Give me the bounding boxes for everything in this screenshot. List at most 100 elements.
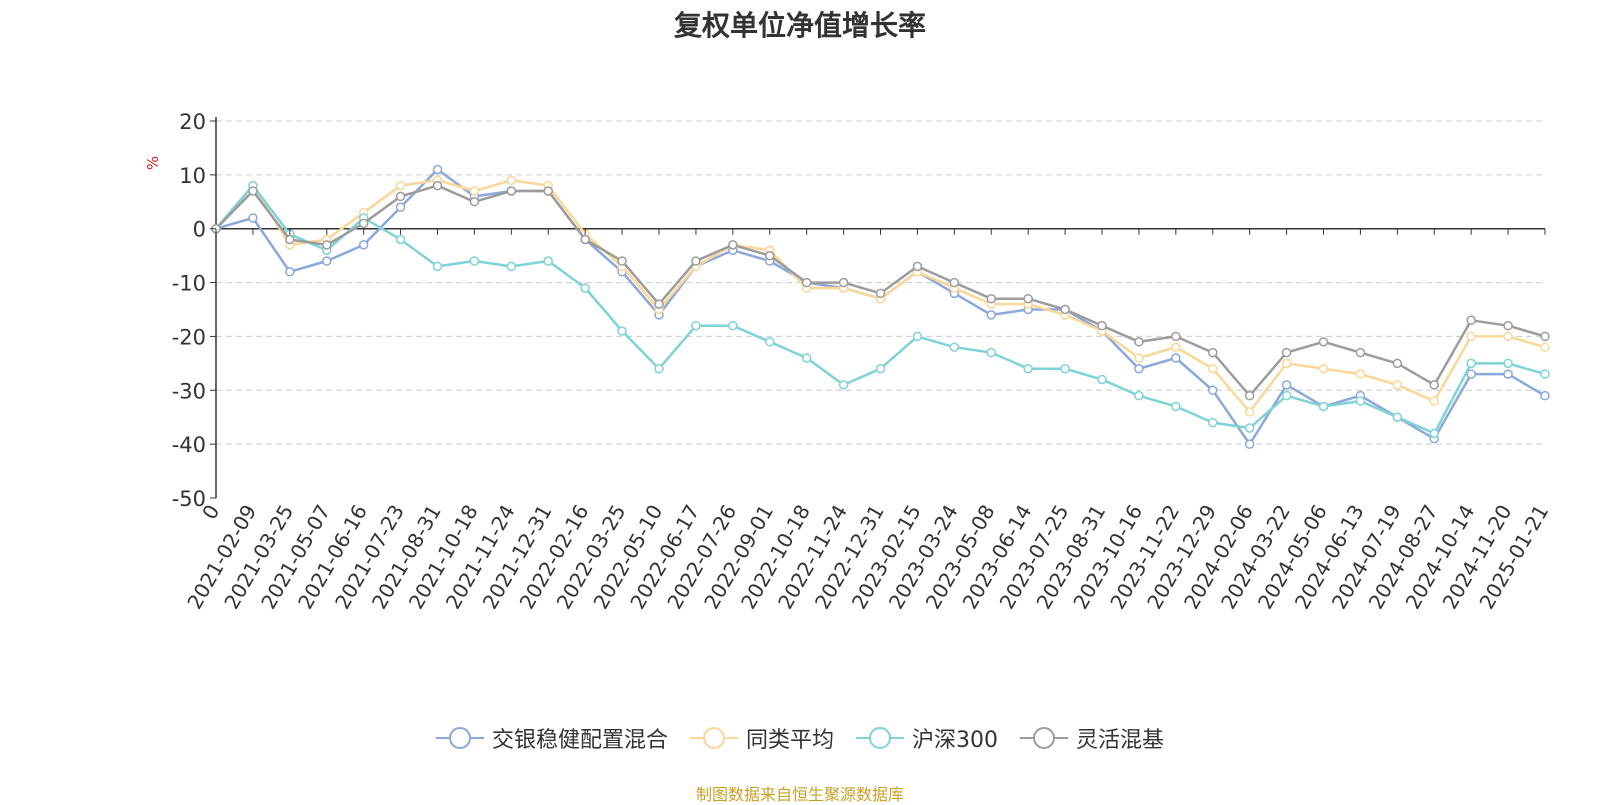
data-point	[1171, 331, 1181, 342]
data-point	[617, 256, 627, 266]
legend-marker-icon	[856, 727, 904, 749]
y-tick-label: 0	[193, 218, 206, 242]
y-tick-label: 20	[179, 110, 206, 134]
data-point	[285, 267, 295, 277]
data-point	[1355, 369, 1366, 379]
data-point	[617, 326, 627, 336]
data-point	[838, 277, 849, 288]
data-point	[580, 283, 590, 293]
data-point	[358, 218, 369, 229]
data-point	[1171, 401, 1181, 412]
series-lines	[211, 164, 1550, 449]
data-point	[1429, 396, 1439, 406]
data-point	[395, 180, 406, 191]
data-point	[358, 240, 369, 250]
data-point	[1208, 347, 1218, 358]
data-point	[1097, 374, 1107, 385]
legend-label: 沪深300	[912, 728, 998, 753]
data-point	[1540, 331, 1550, 342]
legend-item-jiaoyin[interactable]: 交银稳健配置混合	[435, 722, 668, 754]
data-point	[1281, 358, 1292, 369]
y-tick-label: 10	[179, 164, 206, 188]
data-point	[875, 363, 886, 374]
data-point	[691, 256, 701, 266]
series-0	[211, 164, 1550, 449]
data-point	[1355, 347, 1366, 358]
legend-item-peer-average[interactable]: 同类平均	[689, 722, 834, 754]
data-point	[801, 353, 812, 363]
data-point	[1244, 407, 1255, 417]
data-point	[395, 191, 406, 202]
data-point	[728, 240, 738, 250]
y-tick-label: -30	[172, 379, 206, 403]
data-point	[1208, 385, 1218, 396]
series-3	[211, 180, 1550, 401]
data-point	[1540, 342, 1550, 352]
x-axis-ticks: 02021-02-092021-03-252021-05-072021-06-1…	[182, 228, 1553, 613]
data-point	[801, 277, 812, 288]
data-point	[1023, 293, 1033, 304]
data-point	[1244, 390, 1255, 401]
legend-marker-icon	[689, 727, 738, 749]
data-point	[1134, 337, 1144, 347]
chart-legend: 交银稳健配置混合 同类平均 沪深300 灵活混基	[0, 722, 1600, 754]
data-point	[469, 256, 480, 266]
data-point	[691, 320, 701, 331]
data-point	[543, 186, 553, 196]
data-point	[1060, 304, 1070, 315]
y-axis-label: %	[144, 156, 162, 170]
data-point	[1171, 342, 1181, 352]
data-point	[469, 197, 480, 207]
data-point	[1281, 347, 1292, 358]
data-point	[1466, 331, 1476, 342]
data-point	[1060, 363, 1070, 374]
data-point	[765, 337, 775, 347]
chart-title: 复权单位净值增长率	[673, 9, 926, 42]
y-axis-ticks: 20 10 0 -10 -20 -30 -40 -50	[172, 110, 216, 511]
series-2	[211, 180, 1550, 439]
data-point	[1429, 380, 1439, 390]
data-point	[543, 256, 553, 266]
data-source-note: 制图数据来自恒生聚源数据库	[695, 785, 904, 804]
data-point	[1392, 380, 1403, 390]
data-point	[1503, 369, 1513, 379]
legend-item-flexible-mixed[interactable]: 灵活混基	[1020, 722, 1164, 754]
data-point	[654, 299, 664, 309]
data-point	[1134, 363, 1144, 374]
series-line	[215, 184, 1546, 435]
data-point	[986, 293, 996, 304]
data-point	[1392, 412, 1403, 422]
data-point	[322, 240, 332, 250]
data-point	[1392, 358, 1403, 369]
data-point	[1466, 369, 1476, 379]
data-point	[1208, 363, 1218, 374]
data-point	[432, 180, 443, 191]
data-point	[1540, 369, 1550, 379]
data-point	[654, 363, 664, 374]
data-point	[395, 234, 406, 245]
legend-label: 同类平均	[745, 728, 834, 753]
data-point	[506, 175, 517, 185]
data-point	[469, 186, 480, 196]
data-point	[285, 234, 295, 245]
data-point	[248, 213, 258, 223]
data-point	[1023, 363, 1033, 374]
data-point	[248, 186, 258, 196]
legend-marker-icon	[435, 727, 484, 749]
data-point	[1429, 428, 1439, 439]
line-chart: 02021-02-092021-03-252021-05-072021-06-1…	[144, 110, 1553, 613]
data-point	[1355, 396, 1366, 406]
data-point	[1134, 390, 1144, 401]
legend-item-csi300[interactable]: 沪深300	[856, 722, 998, 754]
data-point	[395, 202, 406, 212]
y-tick-label: -50	[172, 487, 206, 511]
data-point	[1134, 353, 1144, 363]
data-point	[1171, 353, 1181, 363]
data-point	[1503, 358, 1513, 369]
data-point	[986, 310, 996, 320]
data-point	[506, 261, 517, 272]
data-point	[322, 256, 332, 266]
data-point	[1097, 320, 1107, 331]
data-point	[728, 320, 738, 331]
data-point	[432, 164, 443, 175]
